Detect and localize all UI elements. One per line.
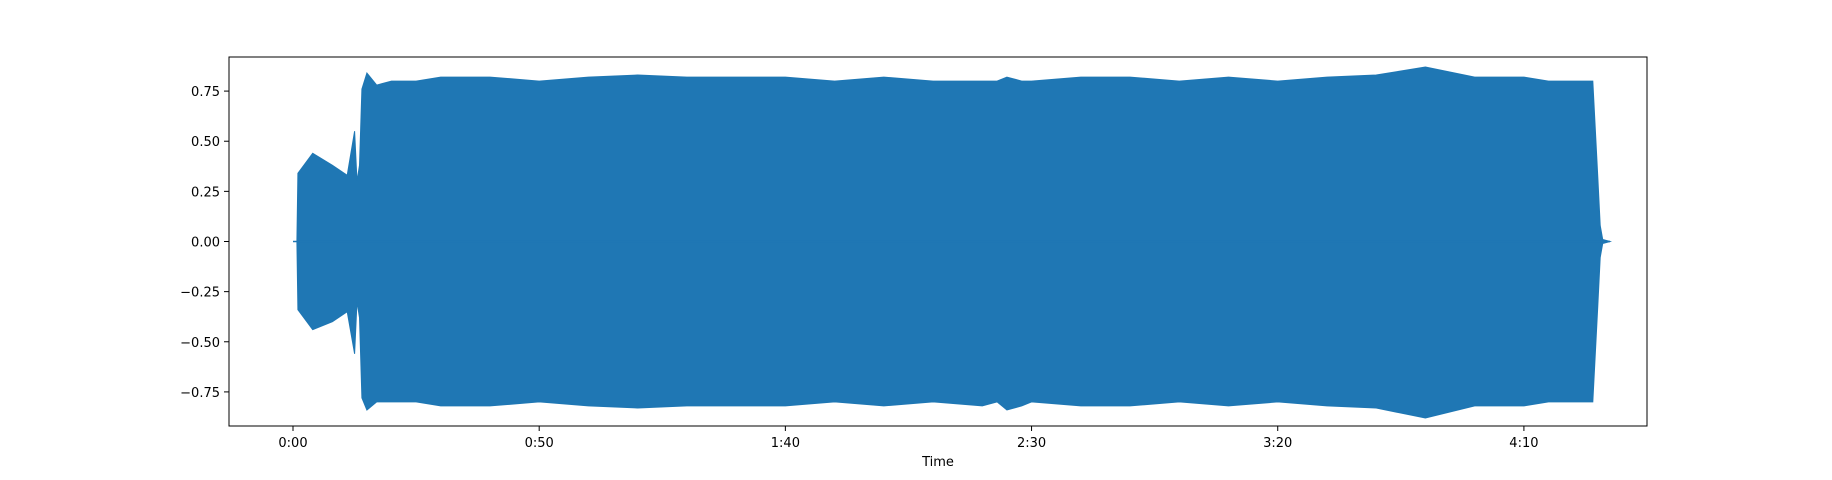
- x-tick-label-4: 3:20: [1263, 436, 1292, 451]
- y-tick-label-4: −0.25: [180, 286, 220, 301]
- x-tick-label-5: 4:10: [1509, 436, 1538, 451]
- x-axis-label: Time: [921, 455, 954, 470]
- y-tick-label-2: 0.25: [191, 185, 220, 200]
- y-tick-label-5: −0.50: [180, 336, 220, 351]
- x-tick-label-2: 1:40: [771, 436, 800, 451]
- y-tick-label-0: 0.75: [191, 85, 220, 100]
- y-axis-ticks: 0.75 0.50 0.25 0.00 −0.25 −0.50 −0.75: [180, 85, 229, 401]
- plot-layer: [293, 66, 1613, 419]
- y-tick-label-6: −0.75: [180, 386, 220, 401]
- x-axis-ticks: 0:00 0:50 1:40 2:30 3:20 4:10: [278, 426, 1539, 451]
- x-tick-label-0: 0:00: [278, 436, 307, 451]
- x-tick-label-3: 2:30: [1017, 436, 1046, 451]
- x-tick-label-1: 0:50: [525, 436, 554, 451]
- y-tick-label-3: 0.00: [191, 236, 220, 251]
- waveform-envelope-0: [293, 66, 1613, 419]
- y-tick-label-1: 0.50: [191, 135, 220, 150]
